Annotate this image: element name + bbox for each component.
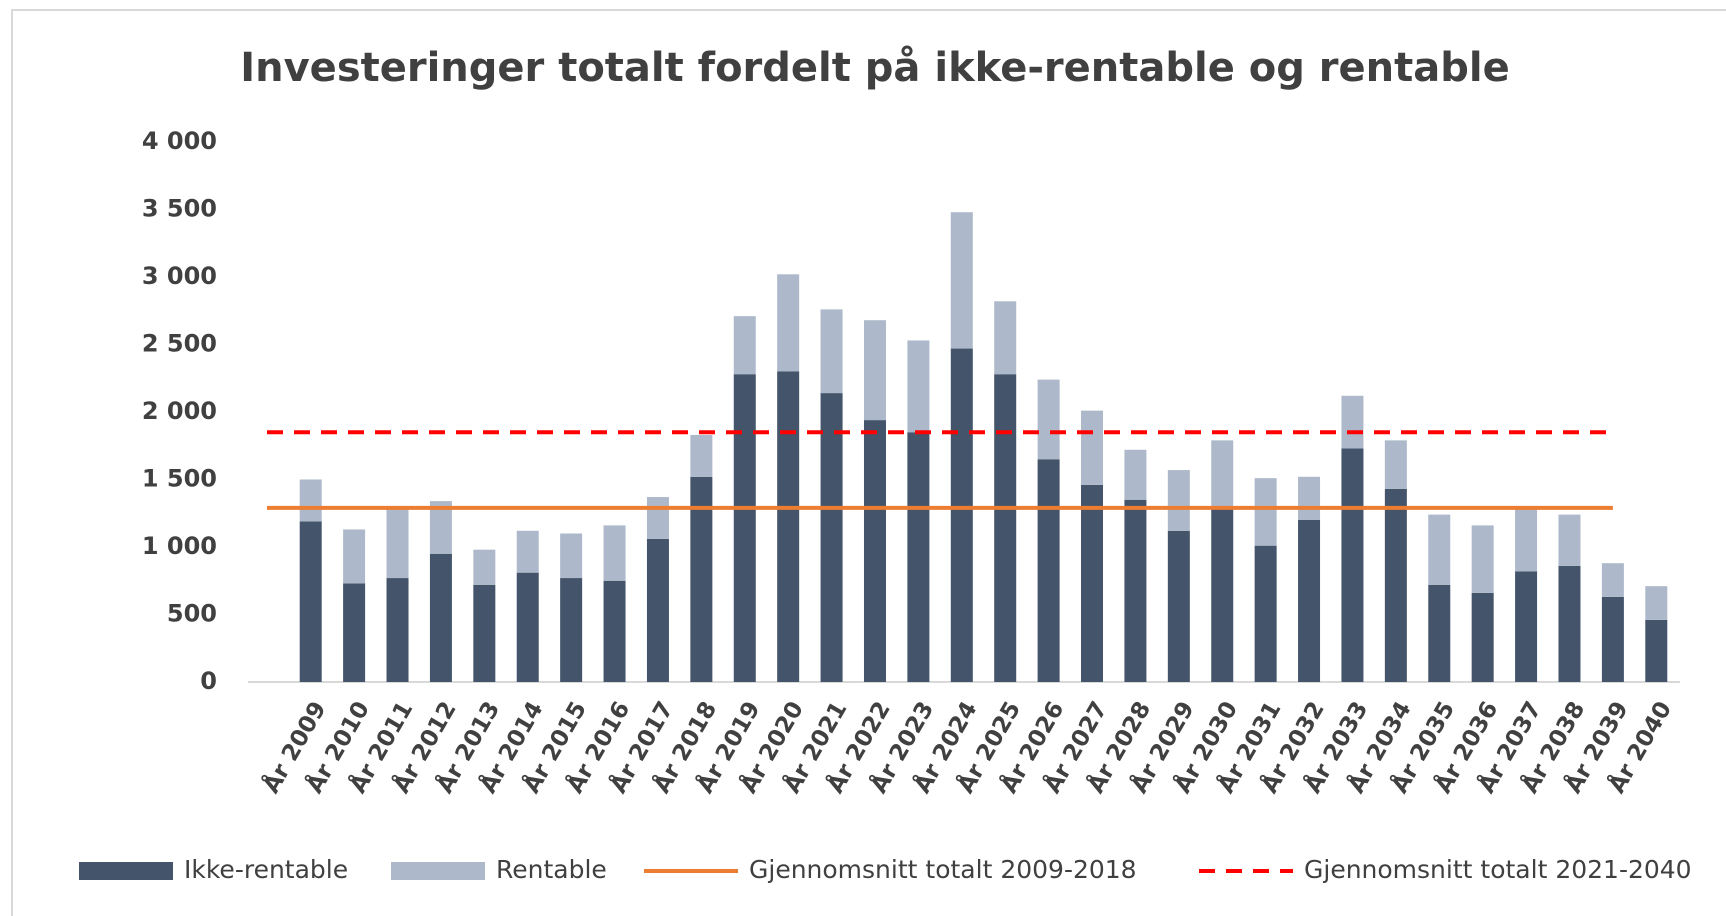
bar-segment xyxy=(343,583,366,682)
bar-segment xyxy=(1558,565,1581,682)
bar-segment xyxy=(1124,449,1147,500)
bar-segment xyxy=(1471,592,1494,682)
bar-segment xyxy=(1341,395,1364,449)
bar-segment xyxy=(1124,499,1147,682)
y-tick-label: 0 xyxy=(200,667,217,695)
bar-segment xyxy=(777,371,800,682)
bar-segment xyxy=(1601,596,1624,682)
bar-segment xyxy=(907,340,930,433)
bar-segment xyxy=(1254,478,1277,546)
bar-segment xyxy=(429,553,452,682)
legend-label: Gjennomsnitt totalt 2009-2018 xyxy=(749,855,1137,884)
bar-segment xyxy=(299,521,322,682)
bar-segment xyxy=(1298,476,1321,520)
bar-segment xyxy=(950,348,973,682)
bar-segment xyxy=(386,578,409,682)
bar-segment xyxy=(1211,440,1234,510)
bar-segment xyxy=(1081,484,1104,682)
y-tick-label: 3 000 xyxy=(142,262,217,290)
bar-segment xyxy=(1167,530,1190,682)
bar-segment xyxy=(1341,448,1364,682)
bar-segment xyxy=(733,374,756,682)
bar-segment xyxy=(1471,525,1494,593)
bar-segment xyxy=(1515,571,1538,682)
bar-segment xyxy=(1384,488,1407,682)
bar-segment xyxy=(994,374,1017,682)
bar-segment xyxy=(1254,545,1277,682)
bar-segment xyxy=(1558,514,1581,566)
bar-segment xyxy=(560,533,583,579)
bar-segment xyxy=(1081,410,1104,485)
bar-segment xyxy=(690,434,713,477)
bar-segment xyxy=(907,432,930,682)
bar-segment xyxy=(1211,509,1234,682)
y-tick-label: 1 500 xyxy=(142,465,217,493)
bar-segment xyxy=(603,580,626,682)
legend-label: Rentable xyxy=(496,855,607,884)
bar-segment xyxy=(1645,586,1668,620)
y-tick-label: 500 xyxy=(167,600,217,628)
bar-segment xyxy=(777,274,800,372)
bar-segment xyxy=(299,479,322,522)
legend-label: Gjennomsnitt totalt 2021-2040 xyxy=(1304,855,1692,884)
bar-segment xyxy=(1601,563,1624,597)
bar-segment xyxy=(1428,584,1451,682)
legend-label: Ikke-rentable xyxy=(184,855,348,884)
y-tick-label: 4 000 xyxy=(142,127,217,155)
bar-segment xyxy=(863,420,886,682)
legend-swatch xyxy=(391,862,485,880)
y-tick-label: 3 500 xyxy=(142,195,217,223)
bar-segment xyxy=(1037,459,1060,682)
bar-segment xyxy=(1428,514,1451,585)
bar-segment xyxy=(386,509,409,579)
bar-segment xyxy=(1167,470,1190,531)
bar-segment xyxy=(560,578,583,682)
bar-segment xyxy=(1384,440,1407,489)
bar-segment xyxy=(516,572,539,682)
bar-segment xyxy=(343,529,366,584)
bar-segment xyxy=(820,309,843,394)
bar-segment xyxy=(473,584,496,682)
bar-segment xyxy=(646,497,669,539)
chart-title: Investeringer totalt fordelt på ikke-ren… xyxy=(240,44,1509,91)
bar-segment xyxy=(1037,379,1060,460)
bar-segment xyxy=(863,320,886,421)
bar-segment xyxy=(1298,520,1321,682)
bar-segment xyxy=(1515,509,1538,572)
bar-segment xyxy=(429,501,452,554)
bar-segment xyxy=(950,212,973,349)
bar-segment xyxy=(690,476,713,682)
bar-segment xyxy=(820,393,843,682)
bar-segment xyxy=(603,525,626,581)
bar-segment xyxy=(646,538,669,682)
bar-segment xyxy=(994,301,1017,375)
legend-swatch xyxy=(79,862,173,880)
bar-segment xyxy=(733,316,756,375)
bar-segment xyxy=(516,530,539,573)
bar-segment xyxy=(473,549,496,585)
y-tick-label: 2 000 xyxy=(142,397,217,425)
bar-segment xyxy=(1645,619,1668,682)
y-tick-label: 1 000 xyxy=(142,532,217,560)
y-tick-label: 2 500 xyxy=(142,330,217,358)
